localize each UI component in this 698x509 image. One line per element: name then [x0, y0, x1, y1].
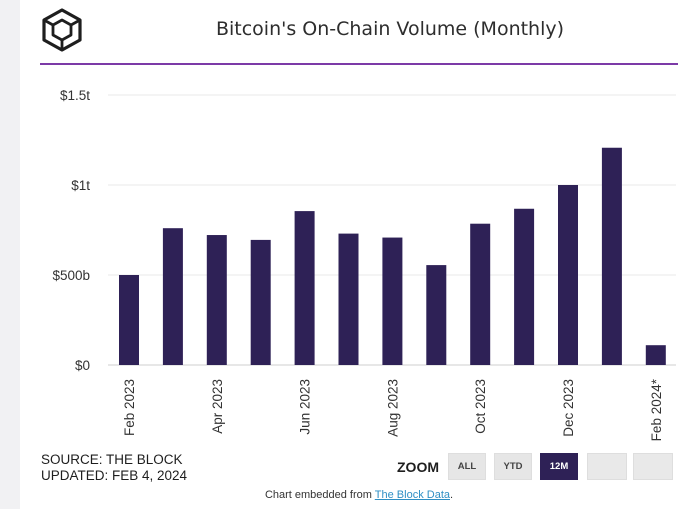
bar [470, 223, 491, 365]
x-tick-label: Oct 2023 [473, 379, 488, 434]
bar [558, 185, 578, 365]
bar [514, 208, 535, 365]
chart-title: Bitcoin's On-Chain Volume (Monthly) [215, 18, 565, 40]
source-block: SOURCE: THE BLOCK UPDATED: FEB 4, 2024 [41, 452, 187, 484]
the-block-cube-logo [42, 8, 82, 52]
bar [294, 211, 315, 365]
x-tick-label: Feb 2024* [649, 378, 664, 441]
zoom-blank-button-1[interactable] [587, 453, 627, 480]
updated-text: UPDATED: FEB 4, 2024 [41, 468, 188, 483]
bar [645, 345, 666, 365]
y-tick-label: $1.5t [60, 88, 90, 103]
x-tick-label: Feb 2023 [122, 379, 137, 436]
zoom-label: ZOOM [397, 459, 439, 475]
header-divider [40, 63, 678, 65]
bar [206, 235, 227, 365]
y-tick-label: $1t [71, 178, 90, 193]
bar [250, 239, 271, 365]
zoom-blank-button-2[interactable] [633, 453, 673, 480]
bar [382, 237, 403, 365]
bar [338, 233, 359, 365]
bar [601, 147, 622, 365]
block-data-link[interactable]: The Block Data [374, 489, 450, 501]
zoom-all-button[interactable]: ALL [448, 453, 486, 480]
embed-prefix: Chart embedded from [264, 489, 375, 501]
y-tick-label: $0 [75, 358, 90, 373]
embed-note: Chart embedded from The Block Data. [0, 489, 698, 501]
x-tick-label: Apr 2023 [210, 379, 225, 434]
bar [162, 228, 183, 365]
bar [426, 265, 447, 365]
zoom-ytd-button[interactable]: YTD [494, 453, 532, 480]
x-tick-label: Aug 2023 [385, 379, 400, 437]
source-text: SOURCE: THE BLOCK [41, 452, 183, 467]
left-margin-strip [0, 0, 20, 509]
x-tick-label: Dec 2023 [561, 379, 576, 437]
x-tick-label: Jun 2023 [298, 379, 313, 435]
y-tick-label: $500b [52, 268, 90, 283]
bar [119, 275, 139, 365]
zoom-12m-button[interactable]: 12M [540, 453, 578, 480]
embed-suffix: . [450, 489, 454, 501]
